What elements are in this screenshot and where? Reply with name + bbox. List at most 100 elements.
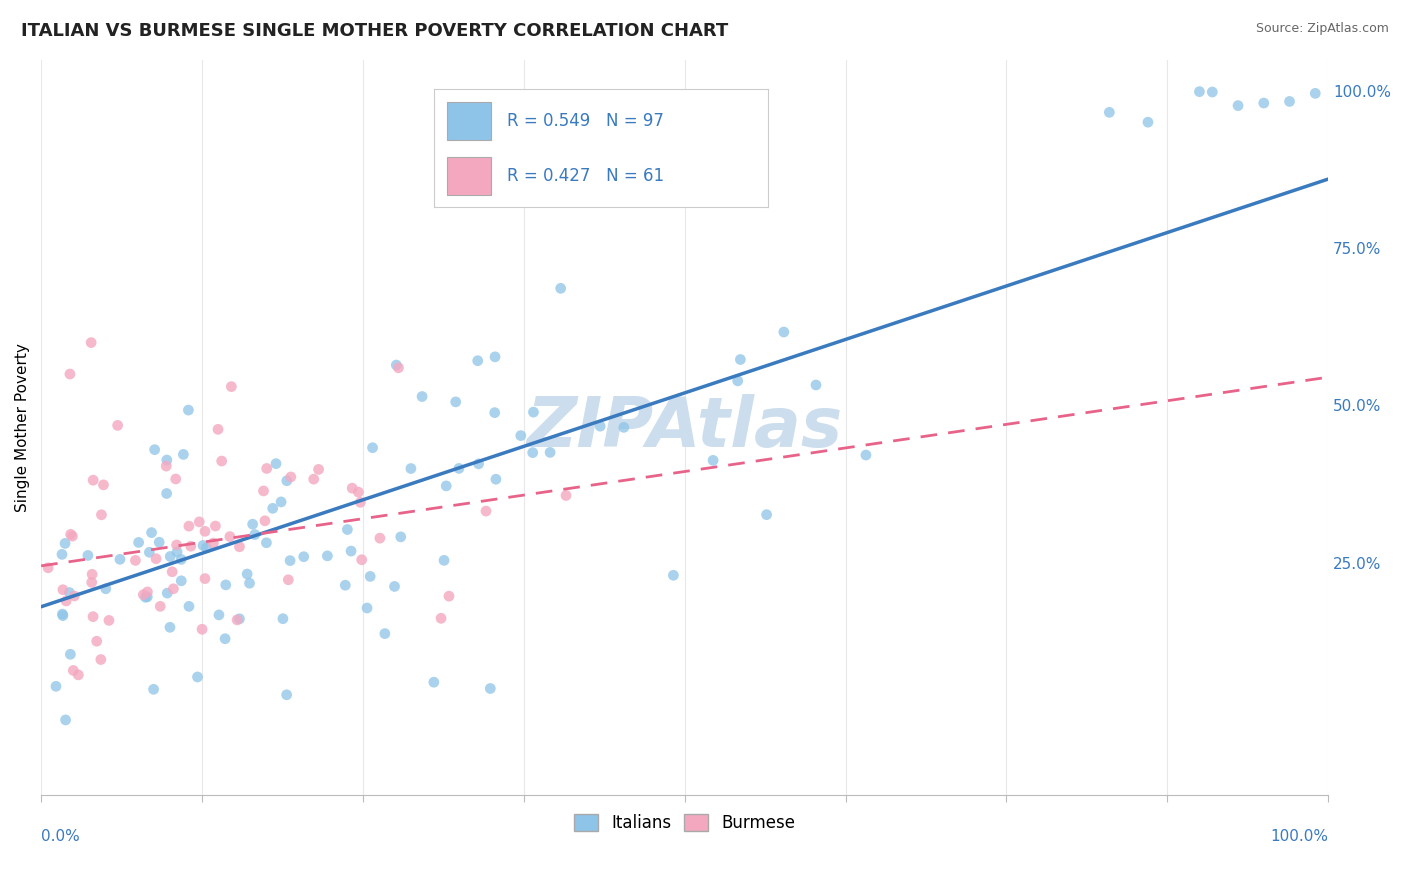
- Point: [434, 479, 457, 493]
- Point: [277, 573, 299, 587]
- Point: [613, 420, 636, 434]
- Point: [215, 578, 238, 592]
- Point: [342, 481, 364, 495]
- Point: [399, 461, 422, 475]
- Point: [804, 378, 827, 392]
- Point: [349, 495, 371, 509]
- Point: [82, 567, 104, 582]
- Point: [52, 582, 75, 597]
- Point: [59, 527, 82, 541]
- Point: [86, 634, 108, 648]
- Point: [228, 612, 250, 626]
- Point: [662, 568, 685, 582]
- Point: [98, 614, 121, 628]
- Point: [128, 535, 150, 549]
- Point: [359, 569, 381, 583]
- Point: [177, 599, 200, 614]
- Point: [148, 535, 170, 549]
- Point: [58, 585, 80, 599]
- Point: [132, 588, 155, 602]
- Point: [368, 531, 391, 545]
- Point: [59, 367, 82, 381]
- Point: [214, 632, 236, 646]
- Point: [142, 682, 165, 697]
- Point: [219, 530, 242, 544]
- Point: [177, 519, 200, 533]
- Point: [170, 552, 193, 566]
- Point: [45, 679, 67, 693]
- Point: [166, 545, 188, 559]
- Point: [177, 403, 200, 417]
- Point: [772, 325, 794, 339]
- Point: [52, 608, 75, 623]
- Point: [350, 553, 373, 567]
- Point: [138, 545, 160, 559]
- Point: [242, 517, 264, 532]
- Point: [208, 607, 231, 622]
- Point: [385, 358, 408, 372]
- Point: [280, 470, 302, 484]
- Point: [238, 576, 260, 591]
- Point: [316, 549, 339, 563]
- Point: [162, 582, 184, 596]
- Text: 100.0%: 100.0%: [1270, 829, 1329, 844]
- Point: [1201, 85, 1223, 99]
- Point: [156, 486, 179, 500]
- Point: [361, 441, 384, 455]
- Point: [253, 514, 276, 528]
- Point: [195, 541, 218, 555]
- Point: [589, 419, 612, 434]
- Point: [1227, 98, 1250, 112]
- Point: [855, 448, 877, 462]
- Point: [202, 536, 225, 550]
- Point: [1278, 95, 1301, 109]
- Point: [62, 529, 84, 543]
- Point: [53, 536, 76, 550]
- Point: [1098, 105, 1121, 120]
- Point: [755, 508, 778, 522]
- Point: [447, 461, 470, 475]
- Point: [55, 594, 77, 608]
- Point: [522, 405, 544, 419]
- Point: [62, 664, 84, 678]
- Point: [444, 395, 467, 409]
- Point: [485, 472, 508, 486]
- Point: [170, 574, 193, 588]
- Point: [51, 607, 73, 621]
- Legend: Italians, Burmese: Italians, Burmese: [568, 807, 801, 838]
- Point: [143, 442, 166, 457]
- Point: [93, 478, 115, 492]
- Point: [136, 590, 159, 604]
- Point: [389, 530, 412, 544]
- Point: [276, 474, 298, 488]
- Point: [384, 579, 406, 593]
- Point: [387, 360, 409, 375]
- Point: [270, 495, 292, 509]
- Point: [550, 281, 572, 295]
- Point: [252, 483, 274, 498]
- Point: [276, 688, 298, 702]
- Point: [180, 539, 202, 553]
- Point: [509, 428, 531, 442]
- Point: [207, 422, 229, 436]
- Point: [90, 652, 112, 666]
- Point: [433, 553, 456, 567]
- Point: [236, 566, 259, 581]
- Point: [80, 335, 103, 350]
- Point: [108, 552, 131, 566]
- Point: [1188, 85, 1211, 99]
- Point: [80, 575, 103, 590]
- Point: [243, 527, 266, 541]
- Point: [727, 374, 749, 388]
- Point: [730, 352, 752, 367]
- Point: [271, 612, 294, 626]
- Point: [145, 551, 167, 566]
- Point: [221, 379, 243, 393]
- Point: [134, 591, 156, 605]
- Point: [423, 675, 446, 690]
- Point: [204, 519, 226, 533]
- Point: [228, 540, 250, 554]
- Point: [82, 473, 104, 487]
- Point: [188, 515, 211, 529]
- Point: [55, 713, 77, 727]
